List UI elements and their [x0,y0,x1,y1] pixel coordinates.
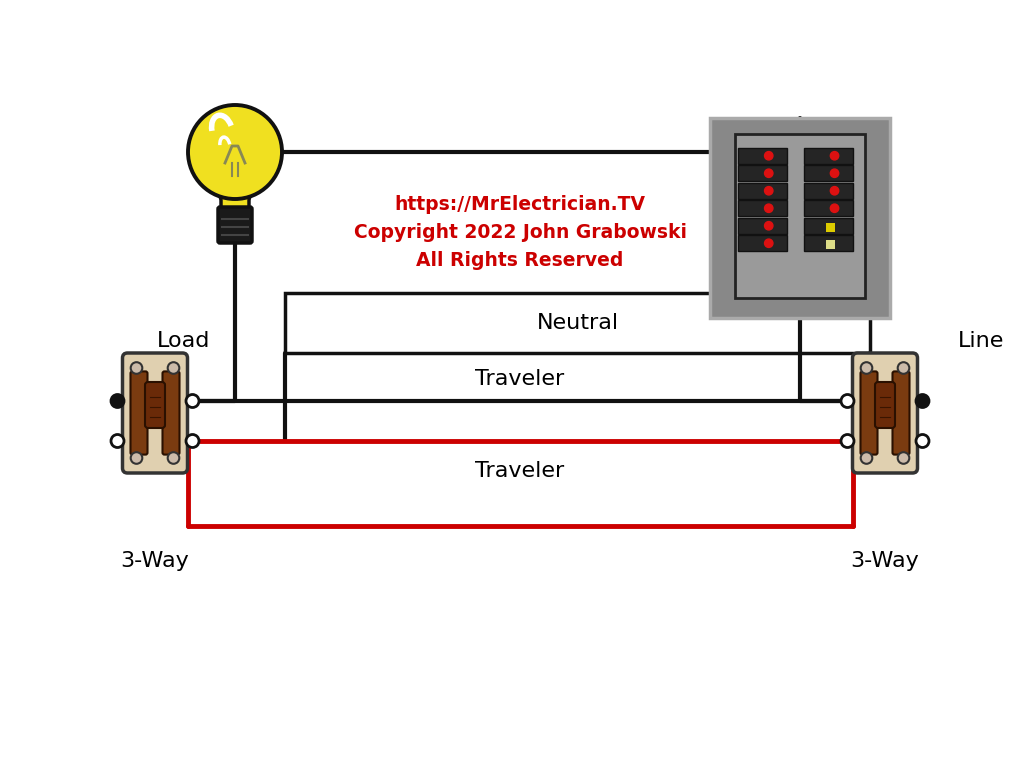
Bar [738,183,787,198]
Bar [804,183,853,198]
Circle shape [168,362,179,374]
Circle shape [898,362,909,374]
Circle shape [765,187,773,195]
FancyBboxPatch shape [123,353,187,473]
Circle shape [131,452,142,464]
Text: Traveler: Traveler [475,369,564,389]
Polygon shape [217,183,253,209]
Bar [738,165,787,181]
FancyBboxPatch shape [853,353,918,473]
Circle shape [765,169,773,177]
Circle shape [830,169,839,177]
Circle shape [830,187,839,195]
Text: 3-Way: 3-Way [121,551,189,571]
Bar [804,200,853,216]
Text: 3-Way: 3-Way [851,551,920,571]
Bar [285,293,870,353]
Text: https://MrElectrician.TV
Copyright 2022 John Grabowski
All Rights Reserved: https://MrElectrician.TV Copyright 2022 … [353,196,686,270]
FancyBboxPatch shape [130,372,147,455]
Text: Load: Load [157,331,210,351]
Text: Traveler: Traveler [475,461,564,481]
Bar [804,165,853,181]
FancyBboxPatch shape [860,372,878,455]
Circle shape [830,151,839,160]
Bar [804,236,853,251]
Bar [735,134,865,298]
Circle shape [186,435,199,448]
Text: Line: Line [957,331,1004,351]
Circle shape [861,452,872,464]
Bar [738,236,787,251]
Circle shape [131,362,142,374]
Circle shape [841,395,854,408]
Bar [825,240,835,249]
Circle shape [765,204,773,213]
FancyBboxPatch shape [893,372,909,455]
Circle shape [916,395,929,408]
Circle shape [111,395,124,408]
Circle shape [898,452,909,464]
Circle shape [830,204,839,213]
Bar [738,200,787,216]
Circle shape [111,435,124,448]
Bar [738,148,787,164]
Circle shape [765,151,773,160]
Bar [738,218,787,233]
FancyBboxPatch shape [145,382,165,428]
Circle shape [841,435,854,448]
FancyBboxPatch shape [874,382,895,428]
Circle shape [765,221,773,230]
Text: Neutral: Neutral [537,313,618,333]
Circle shape [861,362,872,374]
Bar [825,223,835,231]
Bar [804,218,853,233]
Bar [804,148,853,164]
FancyBboxPatch shape [163,372,179,455]
FancyBboxPatch shape [218,207,252,243]
Circle shape [765,239,773,247]
Circle shape [188,105,282,199]
Circle shape [168,452,179,464]
Circle shape [916,435,929,448]
Circle shape [186,395,199,408]
Bar [710,118,890,318]
